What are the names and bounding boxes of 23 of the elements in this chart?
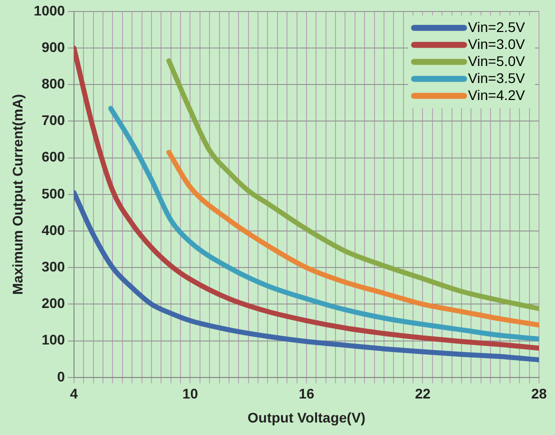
x-tick-label: 4 bbox=[70, 386, 78, 402]
y-tick-label: 200 bbox=[42, 295, 66, 312]
y-axis-title: Maximum Output Current(mA) bbox=[9, 94, 26, 295]
y-tick-label: 800 bbox=[42, 75, 66, 92]
x-tick-label: 28 bbox=[531, 386, 547, 402]
y-tick-label: 700 bbox=[42, 112, 66, 128]
x-tick-label: 10 bbox=[182, 386, 198, 402]
legend-label: Vin=2.5V bbox=[468, 18, 526, 35]
y-tick-label: 900 bbox=[42, 38, 66, 55]
legend-label: Vin=4.2V bbox=[468, 86, 526, 103]
legend-label: Vin=3.0V bbox=[468, 36, 526, 52]
y-tick-label: 500 bbox=[42, 185, 66, 202]
y-tick-label: 400 bbox=[42, 222, 66, 238]
x-axis-title: Output Voltage(V) bbox=[247, 409, 366, 426]
y-tick-label: 300 bbox=[42, 258, 66, 274]
y-tick-label: 600 bbox=[42, 148, 66, 165]
y-tick-label: 1000 bbox=[34, 2, 66, 18]
x-tick-label: 16 bbox=[298, 386, 314, 402]
legend-label: Vin=5.0V bbox=[468, 52, 526, 69]
y-tick-label: 100 bbox=[42, 332, 66, 348]
x-tick-label: 22 bbox=[414, 386, 431, 402]
legend-label: Vin=3.5V bbox=[468, 70, 526, 86]
y-tick-label: 0 bbox=[57, 368, 66, 384]
